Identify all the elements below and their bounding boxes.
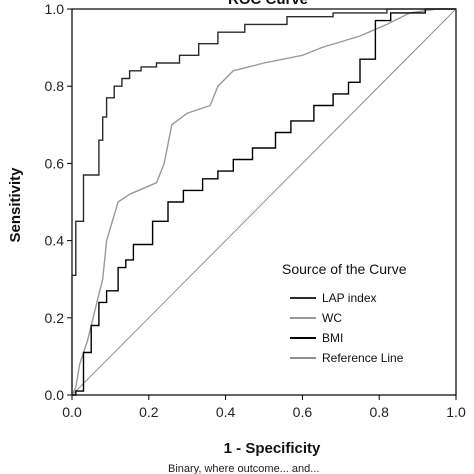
series-line-wc [71,8,456,396]
x-tick-label: 0.0 [62,404,82,420]
y-tick-label: 0.8 [45,78,65,94]
legend-items: LAP index WC BMI Reference Line [290,291,404,365]
x-tick-label: 1.0 [446,404,466,420]
x-tick-label: 0.4 [216,404,236,420]
legend-title: Source of the Curve [282,261,407,277]
legend-label: WC [322,311,342,325]
y-tick-label: 0.2 [45,310,65,326]
axis-ticks: 0.0 0.2 0.4 0.6 0.8 1.0 0.0 0.2 0.4 0.6 0.8 1.0 [45,1,466,420]
x-tick-label: 0.8 [369,404,389,420]
legend-label: BMI [322,331,343,345]
x-tick-label: 0.2 [139,404,159,420]
y-tick-label: 0.6 [45,155,65,171]
x-tick-label: 0.6 [293,404,313,420]
y-tick-label: 0.0 [45,387,65,403]
y-tick-label: 0.4 [45,233,65,249]
legend-label: Reference Line [322,351,404,365]
x-axis-title: 1 - Specificity [224,440,321,457]
series-line-bmi [72,8,456,396]
y-axis-title: Sensitivity [7,167,24,243]
legend-label: LAP index [322,291,377,305]
legend: Source of the Curve LAP index WC BMI Refere… [282,261,407,365]
series-layer [71,8,457,396]
series-line-lap-index [71,8,456,395]
chart-title: ROC Curve [228,0,308,8]
series-line-reference-line [71,8,457,396]
figure-caption: Binary, where outcome... and... [168,463,319,474]
y-tick-label: 1.0 [45,1,65,17]
